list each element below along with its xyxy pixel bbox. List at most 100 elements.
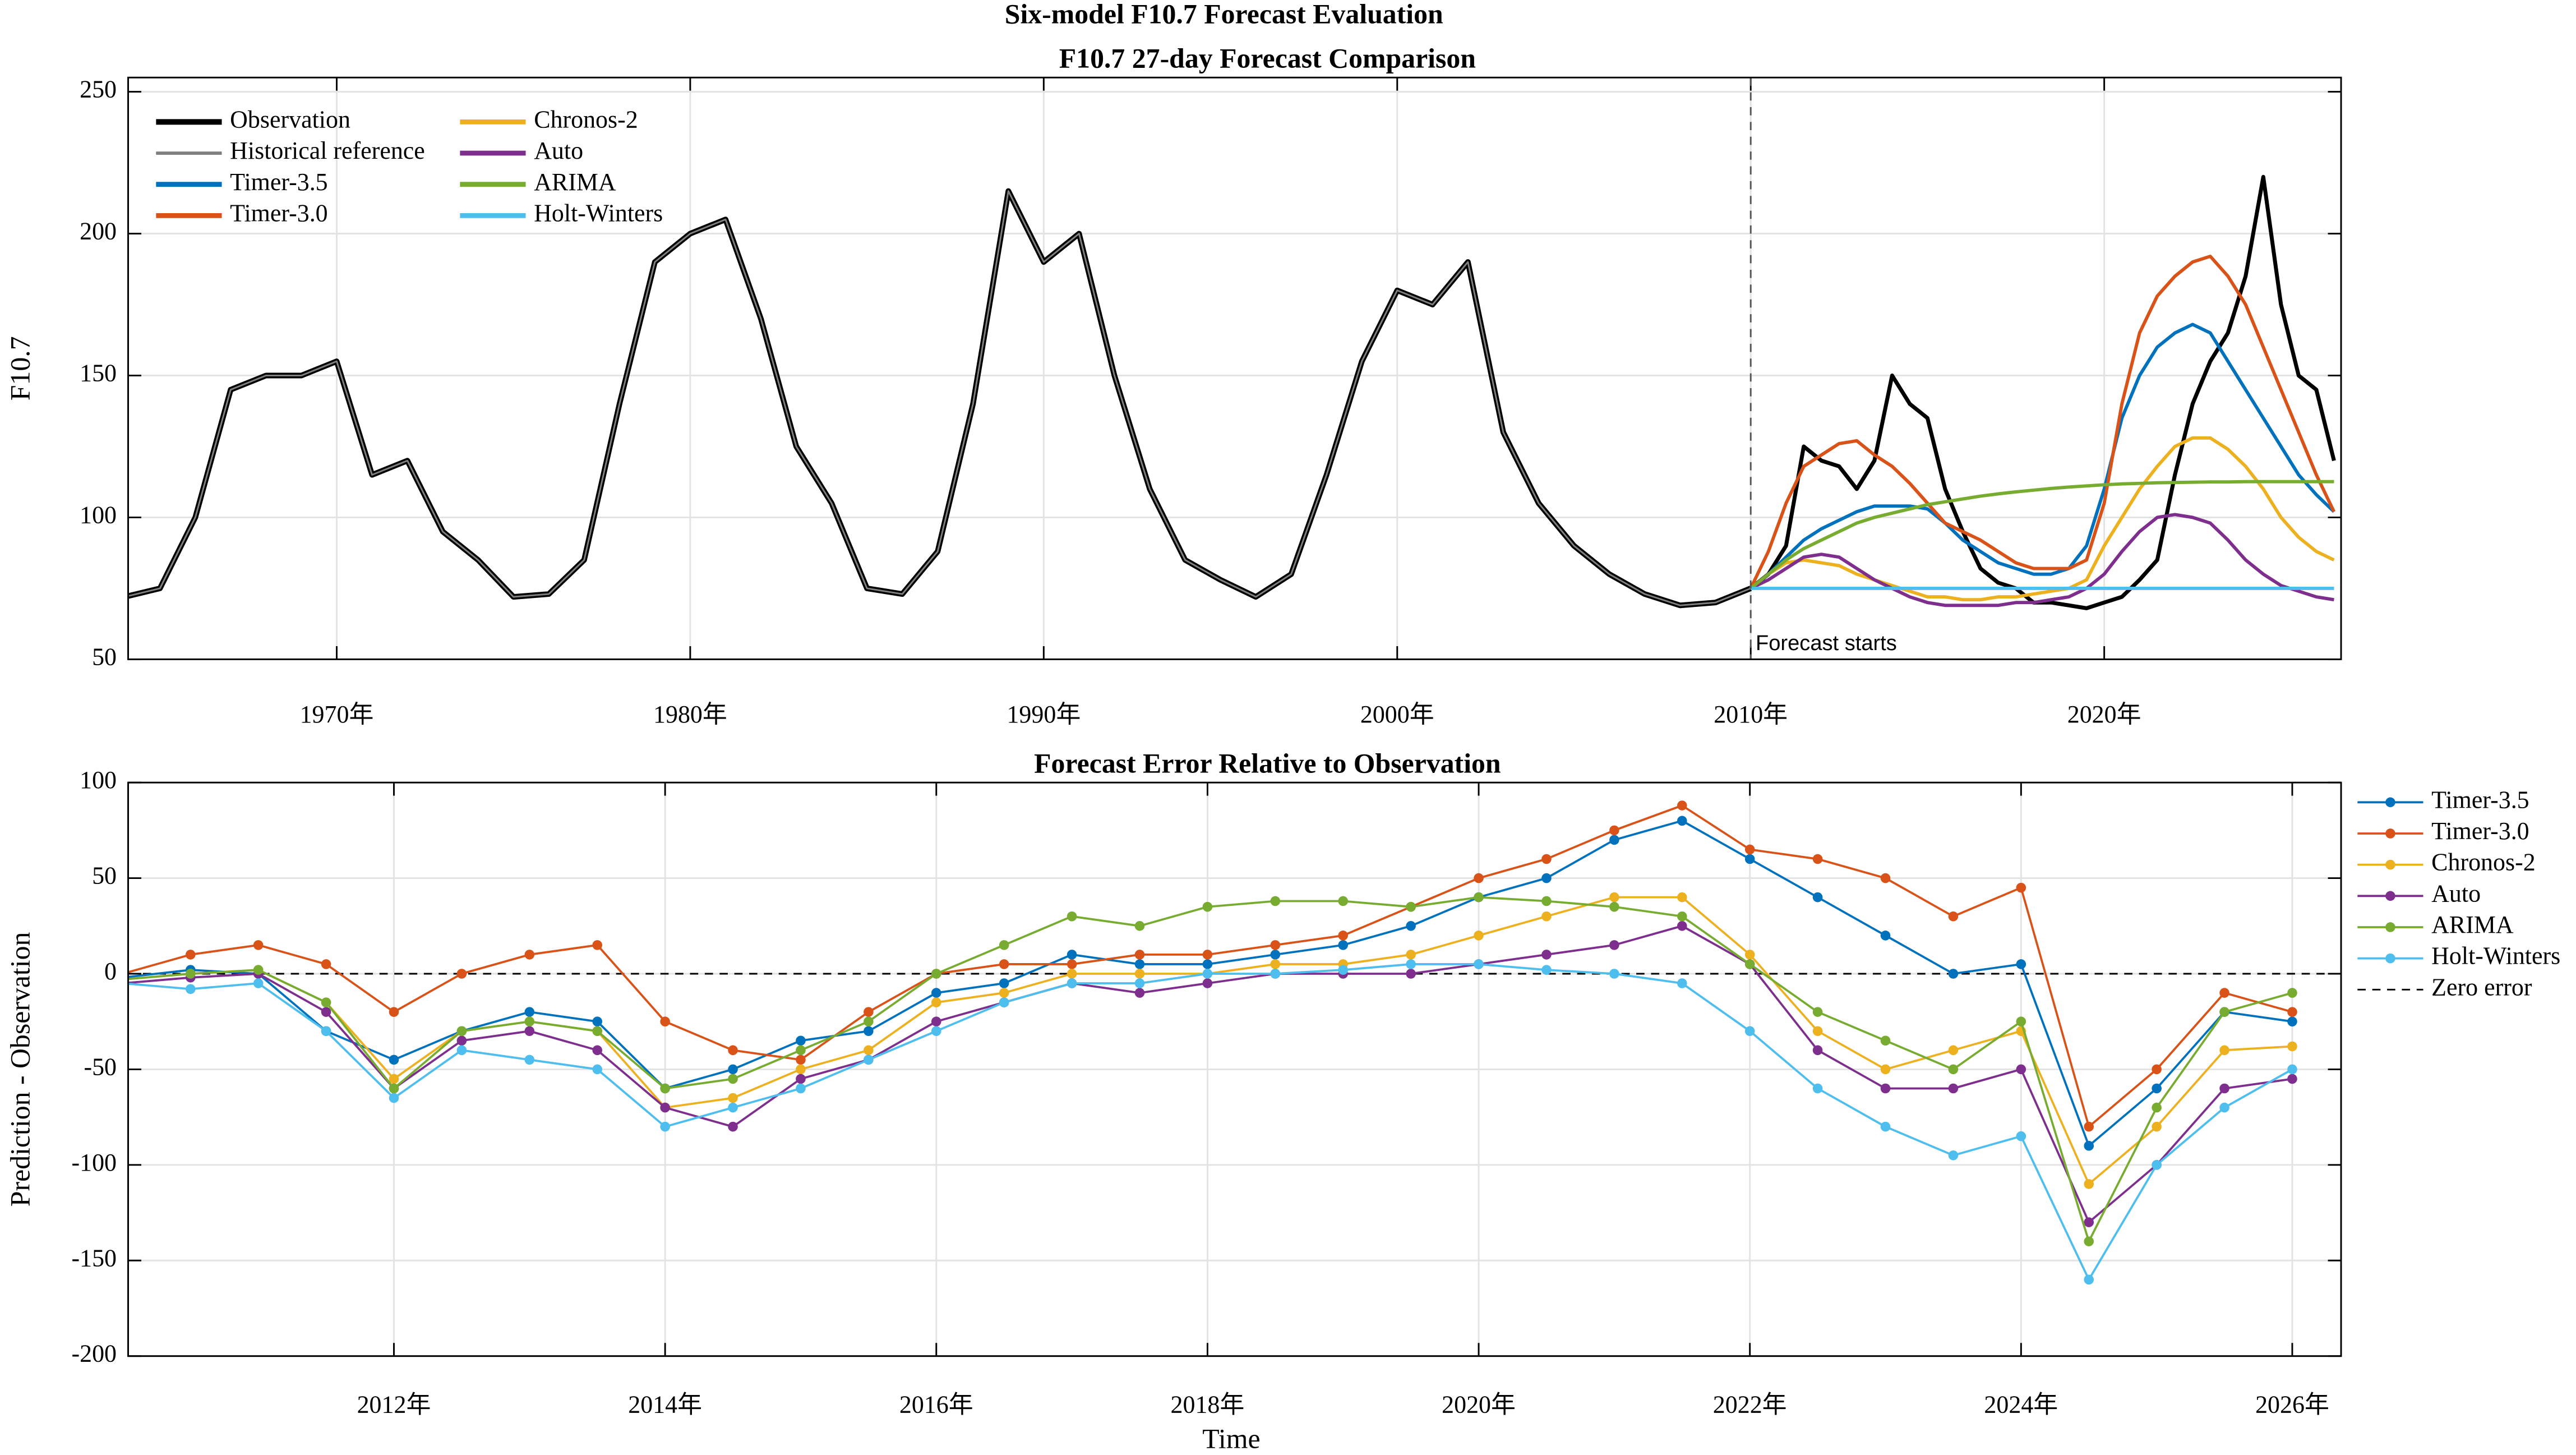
marker [185,950,196,960]
marker [253,940,264,950]
legend-marker [2385,891,2395,901]
marker [796,1045,806,1056]
marker [2152,1160,2162,1170]
marker [728,1064,738,1075]
legend-label: Chronos-2 [534,105,638,133]
marker [1677,920,1687,931]
x-tick-label: 2016年 [899,1391,973,1419]
marker [1270,940,1281,950]
marker [931,997,941,1007]
marker [1677,892,1687,903]
x-tick-label: 1970年 [300,701,374,728]
marker [592,1016,603,1026]
marker [321,1026,331,1037]
marker [660,1016,670,1026]
marker [999,988,1009,998]
marker [796,1083,806,1094]
marker [931,1016,941,1026]
x-tick-label: 2010年 [1714,701,1788,728]
marker [456,1035,467,1046]
marker [253,965,264,975]
marker [1134,978,1145,988]
marker [1677,800,1687,811]
marker [1067,959,1077,969]
marker [2016,1131,2026,1141]
y-tick-label: 100 [80,766,117,794]
marker [2152,1064,2162,1075]
marker [2287,1064,2297,1075]
marker [2084,1217,2094,1227]
marker [796,1055,806,1065]
legend-label: Observation [230,105,350,133]
marker [456,1026,467,1037]
marker [2287,1016,2297,1026]
marker [524,1055,535,1065]
marker [1812,1026,1823,1037]
marker [185,984,196,994]
marker [1948,1083,1959,1094]
marker [321,959,331,969]
marker [592,1045,603,1056]
series-line [1749,480,2334,590]
marker [1609,901,1619,912]
marker [2016,959,2026,969]
marker [1067,950,1077,960]
y-tick-label: 50 [92,862,117,890]
marker [1880,1035,1891,1046]
marker [1270,959,1281,969]
figure-title: Six-model F10.7 Forecast Evaluation [1005,0,1443,29]
x-tick-label: 2014年 [628,1391,702,1419]
marker [1134,959,1145,969]
marker [1948,969,1959,979]
marker [524,1016,535,1026]
marker [2152,1102,2162,1113]
marker [864,1016,874,1026]
legend-marker [2385,922,2395,932]
marker [1067,911,1077,922]
marker [2084,1274,2094,1285]
marker [1134,950,1145,960]
marker [2016,882,2026,893]
marker [1880,1083,1891,1094]
legend-marker [2385,797,2395,808]
y-tick-label: 50 [92,643,117,670]
marker [931,988,941,998]
marker [592,940,603,950]
marker [1609,940,1619,950]
y-tick-label: -150 [71,1244,117,1272]
marker [389,1093,399,1103]
marker [796,1074,806,1084]
marker [1406,901,1416,912]
marker [1338,965,1349,975]
marker [1948,911,1959,922]
marker [1880,1064,1891,1075]
marker [1609,835,1619,845]
y-tick-label: -200 [71,1340,117,1367]
marker [1609,892,1619,903]
chart-title: Forecast Error Relative to Observation [1034,748,1501,779]
marker [864,1007,874,1017]
legend-label: ARIMA [2431,911,2514,938]
marker [1880,1121,1891,1132]
x-tick-label: 1980年 [653,701,727,728]
marker [728,1045,738,1056]
marker [592,1064,603,1075]
y-tick-label: 200 [80,218,117,245]
marker [864,1045,874,1056]
marker [1541,950,1552,960]
marker [321,997,331,1007]
marker [253,978,264,988]
y-tick-label: -100 [71,1149,117,1176]
marker [2016,1064,2026,1075]
marker [1406,959,1416,969]
legend-label: Auto [2431,880,2481,907]
marker [1270,896,1281,906]
marker [524,1007,535,1017]
legend-label: Timer-3.5 [2431,786,2529,813]
marker [796,1035,806,1046]
marker [1812,854,1823,864]
legend-marker [2385,859,2395,870]
marker [1202,978,1213,988]
